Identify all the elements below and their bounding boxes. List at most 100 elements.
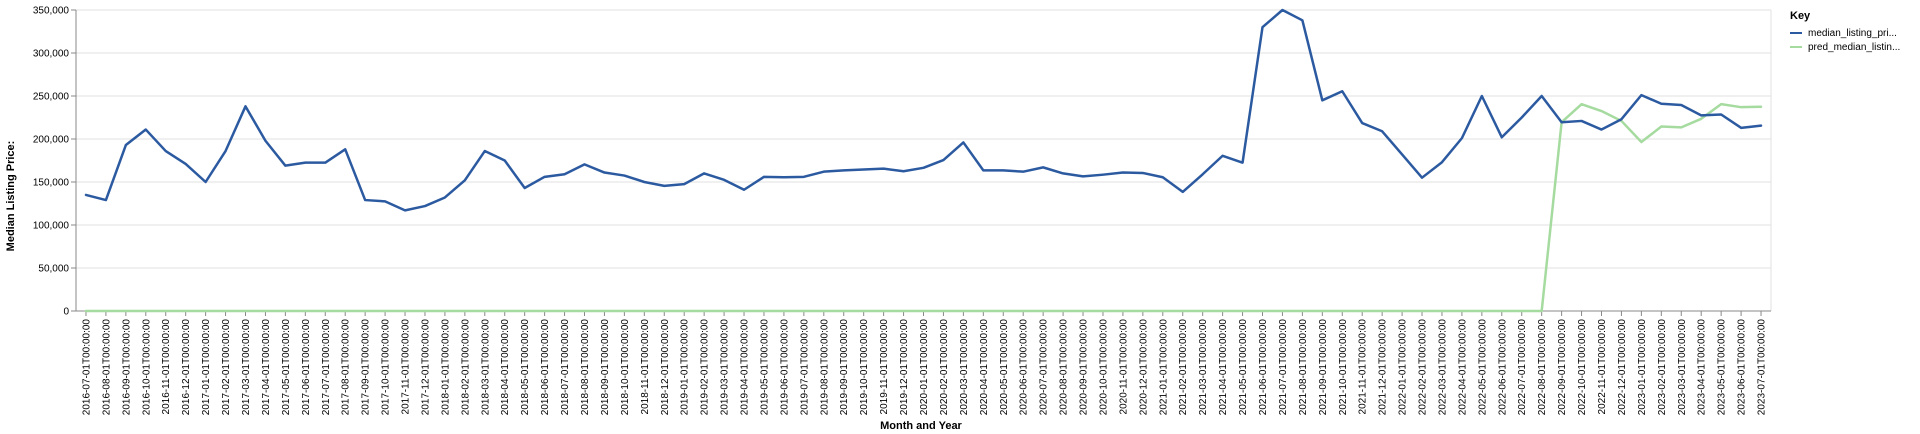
x-tick-label: 2023-07-01T00:00:00 — [1757, 319, 1768, 416]
x-tick-label: 2018-03-01T00:00:00 — [480, 319, 491, 416]
x-tick-label: 2018-07-01T00:00:00 — [560, 319, 571, 416]
x-tick-label: 2017-06-01T00:00:00 — [301, 319, 312, 416]
y-tick-label: 300,000 — [33, 49, 70, 60]
x-tick-label: 2017-02-01T00:00:00 — [221, 319, 232, 416]
series-line-pred — [84, 102, 1763, 313]
x-tick-label: 2020-01-01T00:00:00 — [919, 319, 930, 416]
x-tick-label: 2022-06-01T00:00:00 — [1497, 319, 1508, 416]
y-axis-title: Median Listing Price: — [5, 141, 17, 252]
x-tick-label: 2020-05-01T00:00:00 — [999, 319, 1010, 416]
x-tick-label: 2017-09-01T00:00:00 — [361, 319, 372, 416]
x-tick-label: 2022-12-01T00:00:00 — [1617, 319, 1628, 416]
x-tick-label: 2019-12-01T00:00:00 — [899, 319, 910, 416]
x-tick-label: 2019-08-01T00:00:00 — [819, 319, 830, 416]
x-tick-label: 2018-01-01T00:00:00 — [440, 319, 451, 416]
series-layer — [84, 8, 1763, 313]
legend-title: Key — [1790, 10, 1811, 22]
x-tick-label: 2017-08-01T00:00:00 — [341, 319, 352, 416]
x-tick-label: 2022-07-01T00:00:00 — [1517, 319, 1528, 416]
x-tick-label: 2023-02-01T00:00:00 — [1657, 319, 1668, 416]
x-tick-label: 2018-04-01T00:00:00 — [500, 319, 511, 416]
x-axis-title: Month and Year — [880, 420, 962, 432]
y-tick-label: 50,000 — [38, 264, 69, 275]
x-tick-label: 2019-11-01T00:00:00 — [879, 319, 890, 415]
x-tick-label: 2018-10-01T00:00:00 — [620, 319, 631, 416]
y-tick-label: 200,000 — [33, 135, 70, 146]
x-tick-label: 2022-05-01T00:00:00 — [1477, 319, 1488, 416]
x-tick-label: 2016-08-01T00:00:00 — [101, 319, 112, 416]
x-tick-label: 2021-08-01T00:00:00 — [1298, 319, 1309, 416]
x-tick-label: 2022-11-01T00:00:00 — [1597, 319, 1608, 415]
x-tick-label: 2016-12-01T00:00:00 — [181, 319, 192, 416]
x-tick-label: 2021-05-01T00:00:00 — [1238, 319, 1249, 416]
x-tick-label: 2017-07-01T00:00:00 — [321, 319, 332, 416]
x-tick-label: 2019-09-01T00:00:00 — [839, 319, 850, 416]
x-tick-label: 2020-06-01T00:00:00 — [1019, 319, 1030, 416]
x-tick-label: 2022-01-01T00:00:00 — [1398, 319, 1409, 416]
x-tick-label: 2016-07-01T00:00:00 — [81, 319, 92, 416]
x-tick-label: 2017-12-01T00:00:00 — [420, 319, 431, 416]
x-tick-label: 2021-07-01T00:00:00 — [1278, 319, 1289, 416]
x-tick-label: 2019-03-01T00:00:00 — [720, 319, 731, 416]
x-tick-label: 2021-09-01T00:00:00 — [1318, 319, 1329, 416]
x-tick-label: 2021-11-01T00:00:00 — [1358, 319, 1369, 415]
x-tick-label: 2021-02-01T00:00:00 — [1178, 319, 1189, 416]
x-tick-label: 2018-06-01T00:00:00 — [540, 319, 551, 416]
legend: Key median_listing_pri... pred_median_li… — [1790, 10, 1900, 53]
x-tick-label: 2019-06-01T00:00:00 — [779, 319, 790, 416]
series-line-median — [84, 8, 1763, 212]
x-tick-label: 2017-05-01T00:00:00 — [281, 319, 292, 416]
x-tick-label: 2023-03-01T00:00:00 — [1677, 319, 1688, 416]
x-tick-label: 2022-08-01T00:00:00 — [1537, 319, 1548, 416]
x-tick-label: 2017-11-01T00:00:00 — [401, 319, 412, 415]
x-tick-label: 2019-01-01T00:00:00 — [680, 319, 691, 416]
x-tick-label: 2023-05-01T00:00:00 — [1717, 319, 1728, 416]
x-tick-label: 2018-11-01T00:00:00 — [640, 319, 651, 415]
x-tick-label: 2016-11-01T00:00:00 — [161, 319, 172, 415]
y-tick-label: 150,000 — [33, 178, 70, 189]
x-tick-label: 2020-09-01T00:00:00 — [1079, 319, 1090, 416]
x-tick-label: 2017-04-01T00:00:00 — [261, 319, 272, 416]
x-tick-label: 2018-02-01T00:00:00 — [460, 319, 471, 416]
x-tick-label: 2018-08-01T00:00:00 — [580, 319, 591, 416]
y-tick-label: 0 — [63, 307, 69, 318]
x-tick-label: 2023-06-01T00:00:00 — [1737, 319, 1748, 416]
y-axis: 0 50,000 100,000 150,000 200,000 250,000 300,0… — [33, 6, 77, 318]
x-tick-label: 2022-10-01T00:00:00 — [1577, 319, 1588, 416]
x-tick-label: 2020-03-01T00:00:00 — [959, 319, 970, 416]
x-tick-label: 2020-11-01T00:00:00 — [1118, 319, 1129, 415]
x-tick-label: 2019-07-01T00:00:00 — [799, 319, 810, 416]
x-tick-label: 2020-08-01T00:00:00 — [1059, 319, 1070, 416]
x-tick-label: 2016-10-01T00:00:00 — [141, 319, 152, 416]
x-tick-label: 2021-01-01T00:00:00 — [1158, 319, 1169, 416]
x-tick-label: 2021-06-01T00:00:00 — [1258, 319, 1269, 416]
x-tick-label: 2023-04-01T00:00:00 — [1697, 319, 1708, 416]
x-tick-label: 2017-10-01T00:00:00 — [381, 319, 392, 416]
legend-label-median: median_listing_pri... — [1808, 28, 1897, 39]
x-tick-label: 2021-03-01T00:00:00 — [1198, 319, 1209, 416]
x-tick-label: 2020-04-01T00:00:00 — [979, 319, 990, 416]
x-tick-label: 2020-07-01T00:00:00 — [1039, 319, 1050, 416]
x-tick-label: 2020-10-01T00:00:00 — [1098, 319, 1109, 416]
x-tick-label: 2022-04-01T00:00:00 — [1457, 319, 1468, 416]
x-tick-label: 2017-01-01T00:00:00 — [201, 319, 212, 416]
x-tick-label: 2022-03-01T00:00:00 — [1437, 319, 1448, 416]
y-tick-label: 350,000 — [33, 6, 70, 17]
x-tick-label: 2019-05-01T00:00:00 — [759, 319, 770, 416]
x-tick-label: 2018-05-01T00:00:00 — [520, 319, 531, 416]
x-tick-label: 2023-01-01T00:00:00 — [1637, 319, 1648, 416]
x-tick-label: 2020-12-01T00:00:00 — [1138, 319, 1149, 416]
x-tick-label: 2017-03-01T00:00:00 — [241, 319, 252, 416]
x-tick-label: 2022-02-01T00:00:00 — [1418, 319, 1429, 416]
x-tick-label: 2022-09-01T00:00:00 — [1557, 319, 1568, 416]
x-tick-label: 2016-09-01T00:00:00 — [121, 319, 132, 416]
x-tick-label: 2021-10-01T00:00:00 — [1338, 319, 1349, 416]
x-tick-label: 2021-04-01T00:00:00 — [1218, 319, 1229, 416]
x-axis: 2016-07-01T00:00:00 2016-08-01T00:00:00 20… — [76, 310, 1771, 416]
x-tick-label: 2019-10-01T00:00:00 — [859, 319, 870, 416]
legend-label-pred: pred_median_listin... — [1808, 42, 1900, 53]
y-tick-label: 250,000 — [33, 92, 70, 103]
y-tick-label: 100,000 — [33, 221, 70, 232]
x-tick-label: 2018-12-01T00:00:00 — [660, 319, 671, 416]
